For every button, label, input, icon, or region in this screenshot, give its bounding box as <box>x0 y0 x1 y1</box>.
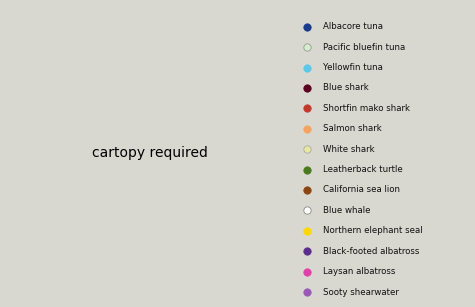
Text: cartopy required: cartopy required <box>92 146 208 161</box>
Text: Shortfin mako shark: Shortfin mako shark <box>323 104 410 113</box>
Text: Salmon shark: Salmon shark <box>323 124 382 133</box>
Text: California sea lion: California sea lion <box>323 185 400 195</box>
Text: Laysan albatross: Laysan albatross <box>323 267 396 276</box>
Text: Black-footed albatross: Black-footed albatross <box>323 247 420 256</box>
Text: White shark: White shark <box>323 145 375 154</box>
Text: Blue whale: Blue whale <box>323 206 371 215</box>
Text: Sooty shearwater: Sooty shearwater <box>323 288 399 297</box>
Text: Leatherback turtle: Leatherback turtle <box>323 165 403 174</box>
Text: Yellowfin tuna: Yellowfin tuna <box>323 63 383 72</box>
Text: Pacific bluefin tuna: Pacific bluefin tuna <box>323 43 406 52</box>
Text: Albacore tuna: Albacore tuna <box>323 22 383 31</box>
Text: Blue shark: Blue shark <box>323 84 369 92</box>
Text: Northern elephant seal: Northern elephant seal <box>323 226 423 235</box>
